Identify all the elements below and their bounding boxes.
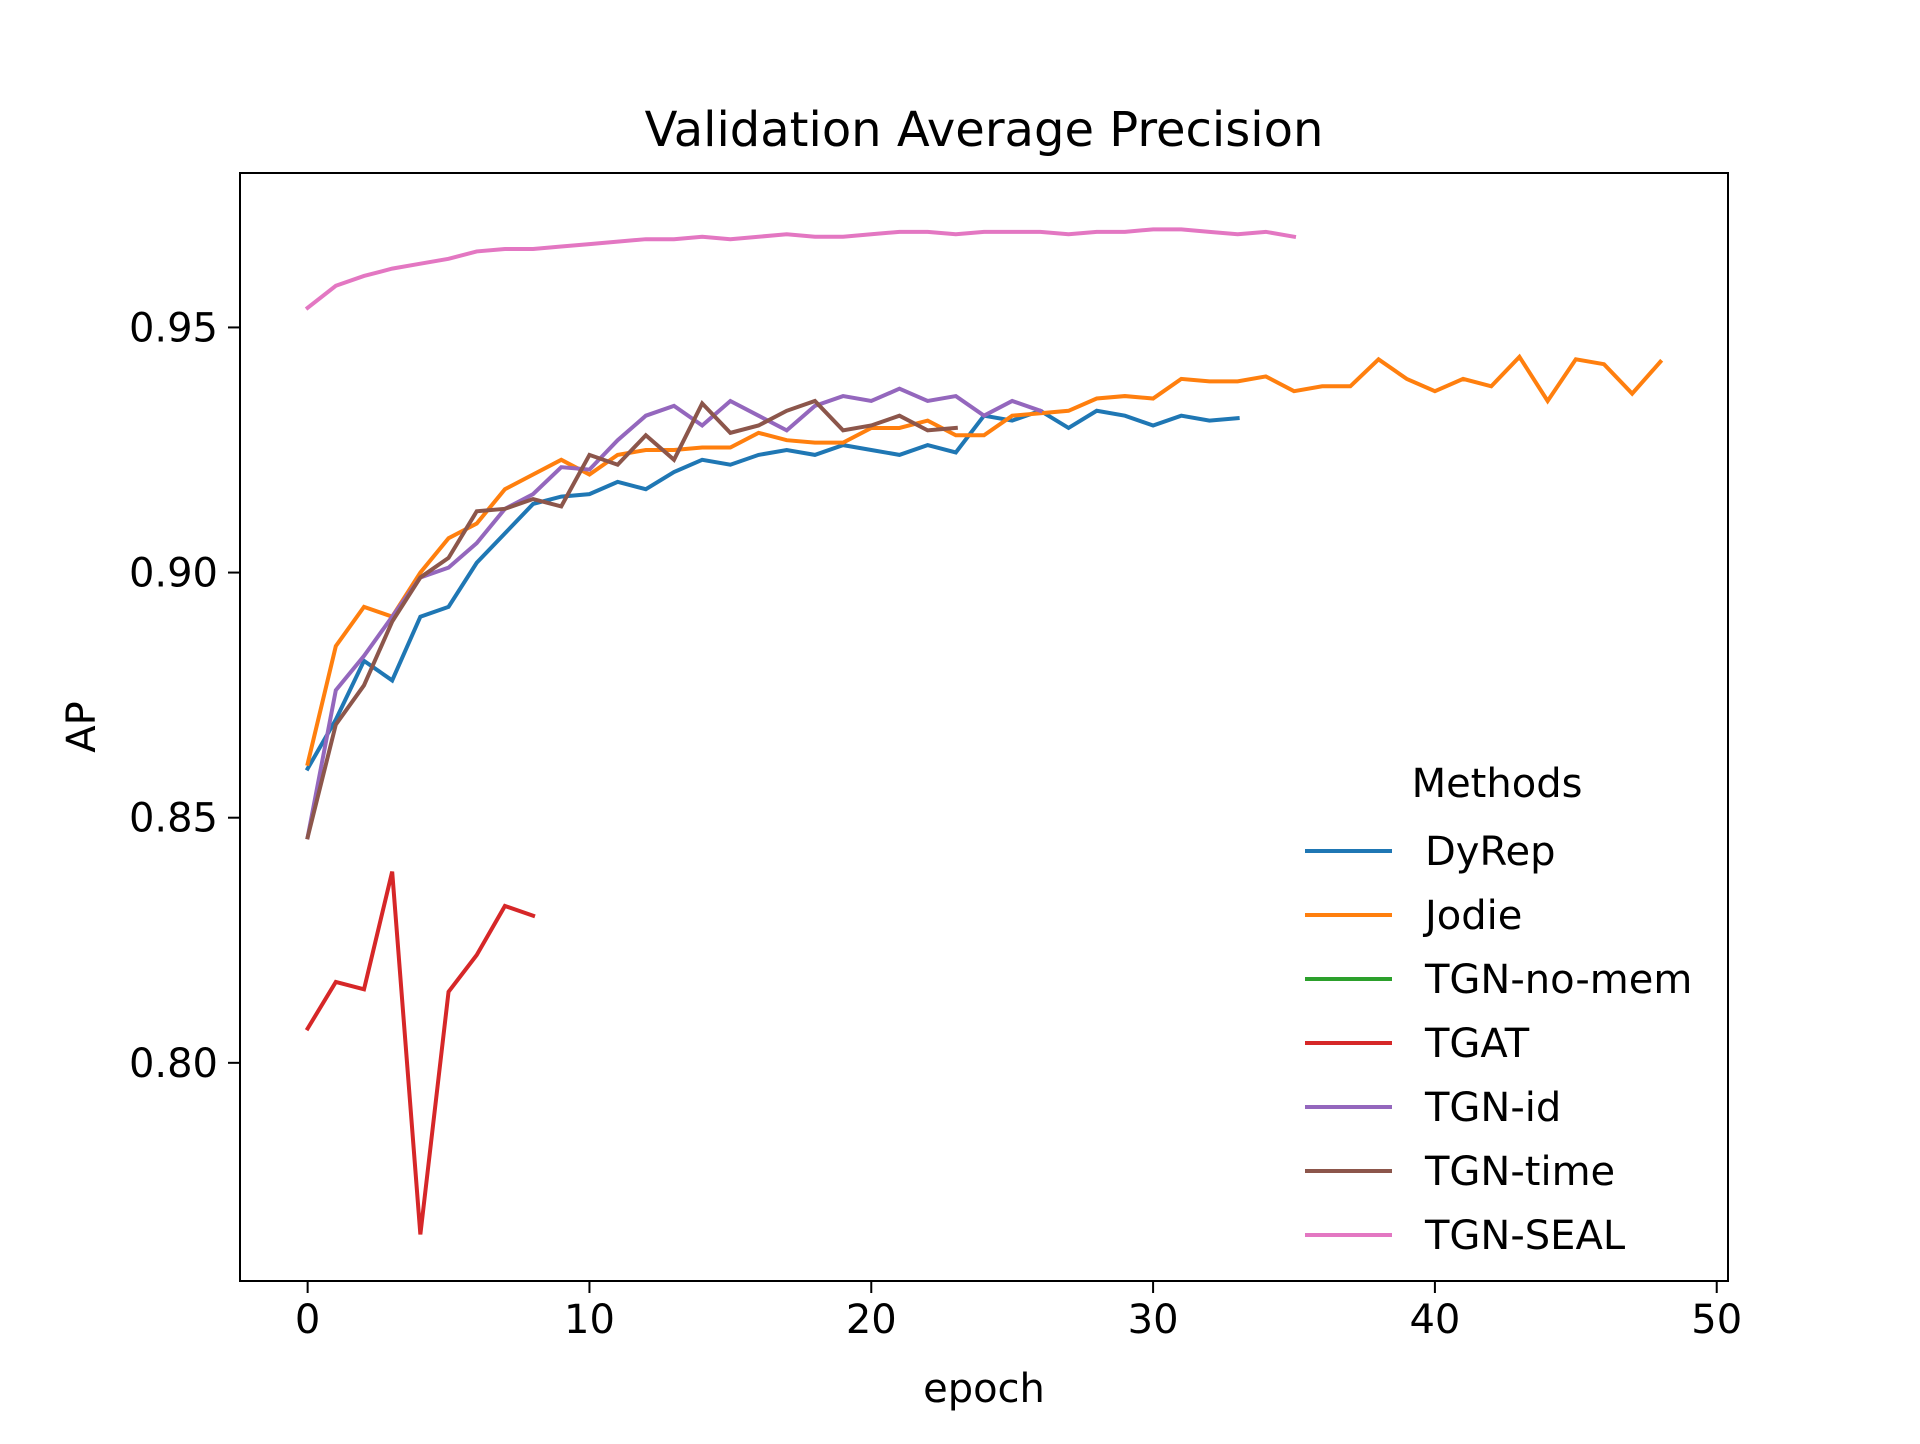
legend-label: Jodie (1422, 893, 1522, 939)
legend: Methods DyRep Jodie TGN-no-mem TGAT TGN-id TG… (1305, 761, 1692, 1259)
legend-item-jodie: Jodie (1305, 893, 1522, 939)
series-line-jodie (305, 353, 1664, 767)
legend-item-tgn-no-mem: TGN-no-mem (1305, 957, 1692, 1003)
legend-item-tgn-time: TGN-time (1305, 1149, 1615, 1195)
legend-label: TGN-SEAL (1424, 1213, 1626, 1259)
legend-item-dyrep: DyRep (1305, 829, 1555, 875)
x-tick-label: 50 (1691, 1297, 1742, 1343)
series-line-tgn-id (305, 386, 1043, 840)
legend-label: TGN-id (1424, 1085, 1561, 1131)
y-axis: 0.80 0.85 0.90 0.95 (129, 305, 240, 1087)
y-tick-label: 0.80 (129, 1041, 218, 1087)
series-line-dyrep (304, 408, 1240, 772)
legend-item-tgat: TGAT (1305, 1021, 1530, 1067)
x-axis-label: epoch (923, 1366, 1045, 1412)
x-tick-label: 20 (846, 1297, 897, 1343)
legend-label: TGN-time (1424, 1149, 1615, 1195)
legend-item-tgn-id: TGN-id (1305, 1085, 1561, 1131)
y-tick-label: 0.85 (129, 796, 218, 842)
legend-title: Methods (1412, 761, 1583, 807)
legend-items: DyRep Jodie TGN-no-mem TGAT TGN-id TGN-time TG… (1305, 829, 1692, 1259)
legend-label: TGN-no-mem (1424, 957, 1692, 1003)
x-axis: 0 10 20 30 40 50 (295, 1281, 1742, 1343)
y-tick-label: 0.95 (129, 305, 218, 351)
y-axis-label: AP (59, 701, 105, 752)
x-tick-label: 0 (295, 1297, 320, 1343)
series-line-tgat (304, 871, 536, 1235)
legend-label: DyRep (1425, 829, 1555, 875)
series-line-tgn-seal (304, 227, 1297, 311)
chart-title: Validation Average Precision (645, 102, 1324, 158)
legend-item-tgn-seal: TGN-SEAL (1305, 1213, 1626, 1259)
y-tick-label: 0.90 (129, 551, 218, 597)
x-tick-label: 40 (1409, 1297, 1460, 1343)
x-tick-label: 10 (564, 1297, 615, 1343)
legend-label: TGAT (1424, 1021, 1530, 1067)
series-line-tgn-time (305, 398, 958, 840)
series-layer (304, 227, 1664, 1235)
x-tick-label: 30 (1128, 1297, 1179, 1343)
plot-area-frame (239, 172, 1729, 1282)
